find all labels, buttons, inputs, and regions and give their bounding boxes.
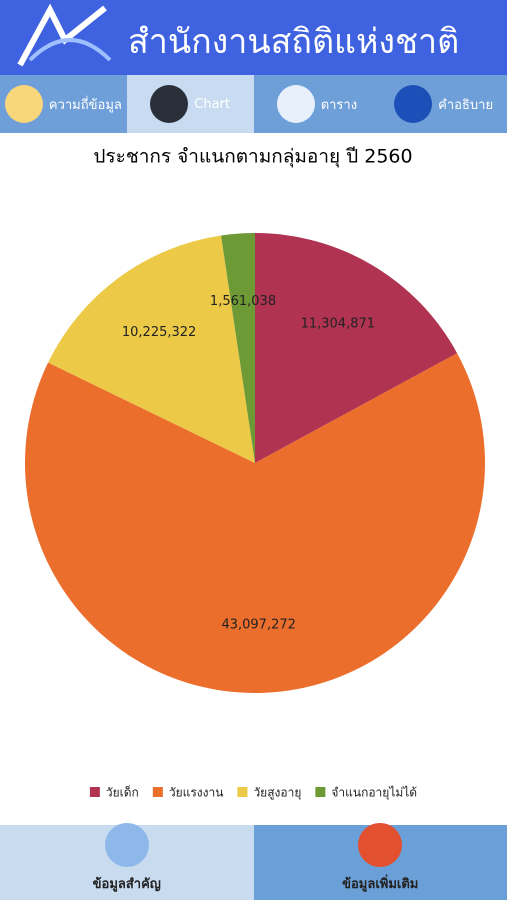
legend-label: วัยแรงงาน	[169, 786, 224, 800]
tab-bar: ความถี่ข้อมูล Chart ตาราง คำอธิบาย	[0, 75, 507, 133]
nav-button[interactable]: ข้อมูลเพิ่มเติม	[253, 823, 507, 900]
legend-label: จำแนกอายุไม่ได้	[331, 786, 417, 801]
header-title: สำนักงานสถิติแห่งชาติ	[128, 22, 460, 62]
legend-swatch	[237, 787, 248, 797]
pie-slice	[255, 233, 458, 463]
pie-slice	[221, 233, 255, 463]
tab-label: คำอธิบาย	[438, 97, 494, 113]
tab[interactable]: Chart	[126, 75, 254, 133]
legend-swatch	[152, 787, 163, 797]
tab-label: Chart	[194, 96, 230, 112]
app-header: สำนักงานสถิติแห่งชาติ	[0, 0, 507, 75]
tab[interactable]: คำอธิบาย	[380, 75, 507, 133]
bottom-nav: ข้อมูลสำคัญ ข้อมูลเพิ่มเติม	[0, 823, 507, 900]
data-label: 11,304,871	[301, 316, 375, 331]
tab[interactable]: ความถี่ข้อมูล	[0, 75, 127, 133]
data-label: 10,225,322	[122, 325, 196, 340]
data-label: 1,561,038	[210, 294, 276, 309]
legend-swatch	[315, 787, 326, 797]
data-label: 43,097,272	[221, 617, 295, 632]
legend-swatch	[89, 787, 100, 797]
tab-label: ตาราง	[320, 97, 358, 113]
pie-slice	[48, 235, 255, 463]
tab-label: ความถี่ข้อมูล	[48, 97, 122, 113]
pie-slice	[24, 353, 485, 693]
chart: ประชากร จำแนกตามกลุ่มอายุ ปี 2560 11,304…	[24, 146, 485, 801]
nav-label: ข้อมูลเพิ่มเติม	[342, 877, 419, 892]
legend-label: วัยเด็ก	[106, 785, 139, 800]
nav-button[interactable]: ข้อมูลสำคัญ	[0, 823, 254, 900]
logo	[17, 3, 112, 67]
tab[interactable]: ตาราง	[254, 75, 381, 133]
legend-label: วัยสูงอายุ	[253, 786, 301, 801]
chart-title: ประชากร จำแนกตามกลุ่มอายุ ปี 2560	[93, 146, 412, 169]
nav-label: ข้อมูลสำคัญ	[92, 877, 161, 892]
